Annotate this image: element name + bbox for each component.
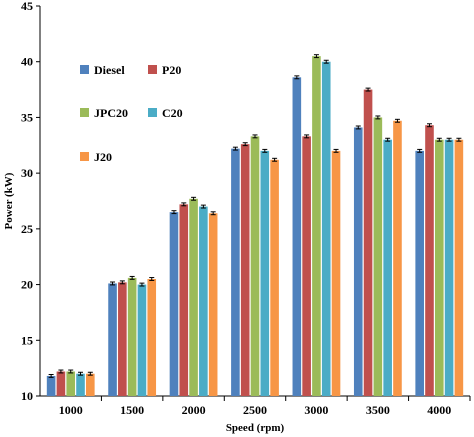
bar-jpc20-2500	[250, 136, 260, 396]
bar-diesel-3000	[292, 77, 302, 397]
bar-jpc20-4000	[434, 139, 444, 396]
bar-c20-2000	[199, 206, 208, 396]
bar-j20-2500	[270, 159, 279, 396]
x-tick-label: 3000	[304, 403, 328, 417]
legend: Diesel P20 JPC20 C20 J20	[80, 63, 183, 164]
bar-j20-1500	[147, 279, 157, 396]
x-tick-label: 4000	[427, 403, 451, 417]
bar-c20-1500	[137, 284, 147, 396]
bar-diesel-1000	[46, 375, 56, 396]
bar-j20-3000	[331, 150, 341, 396]
bar-diesel-4000	[415, 150, 424, 396]
y-axis-title: Power (kW)	[3, 172, 15, 229]
y-tick-label: 45	[21, 0, 33, 13]
x-tick-label: 3500	[366, 403, 390, 417]
bar-p20-2500	[240, 144, 250, 396]
legend-label-jpc20: JPC20	[94, 106, 128, 120]
bar-c20-1000	[76, 373, 85, 396]
bar-p20-1000	[56, 371, 66, 396]
y-tick-label: 40	[21, 55, 33, 69]
bar-j20-3500	[393, 120, 402, 397]
bar-diesel-2500	[231, 148, 240, 396]
bar-j20-1000	[86, 373, 95, 396]
bar-jpc20-1500	[127, 277, 137, 396]
bar-c20-3500	[383, 139, 392, 396]
y-tick-label: 20	[21, 278, 33, 292]
bar-c20-4000	[444, 139, 454, 396]
legend-swatch-j20	[80, 152, 89, 161]
legend-swatch-jpc20	[80, 108, 89, 117]
y-tick-label: 35	[21, 110, 33, 124]
x-tick-label: 2500	[243, 403, 267, 417]
y-tick-label: 30	[21, 166, 33, 180]
y-tick-label: 15	[21, 333, 33, 347]
legend-label-p20: P20	[162, 63, 181, 77]
bar-diesel-2000	[169, 212, 179, 396]
legend-label-j20: J20	[94, 150, 112, 164]
legend-swatch-c20	[148, 108, 157, 117]
tick-labels: 10 15 20 25 30 35 40 45 1000 1500 2000 2500 3000 3500…	[21, 0, 451, 417]
bar-jpc20-1000	[66, 371, 76, 396]
bar-diesel-1500	[108, 283, 117, 396]
bar-p20-3500	[363, 89, 373, 397]
bar-j20-4000	[454, 139, 464, 396]
bar-jpc20-3000	[312, 56, 321, 397]
legend-label-c20: C20	[162, 106, 183, 120]
y-tick-label: 25	[21, 222, 33, 236]
x-tick-label: 1000	[59, 403, 83, 417]
bar-jpc20-3500	[373, 117, 383, 396]
x-tick-label: 2000	[182, 403, 206, 417]
bar-c20-2500	[260, 150, 270, 396]
legend-label-diesel: Diesel	[94, 63, 125, 77]
bar-jpc20-2000	[189, 198, 198, 396]
legend-swatch-diesel	[80, 65, 89, 74]
x-axis-title: Speed (rpm)	[226, 422, 285, 434]
bar-j20-2000	[208, 213, 218, 396]
bar-p20-1500	[118, 282, 127, 396]
x-tick-label: 1500	[120, 403, 144, 417]
y-tick-label: 10	[21, 389, 33, 403]
legend-swatch-p20	[148, 65, 157, 74]
bar-c20-3000	[321, 61, 331, 396]
bars	[46, 54, 464, 397]
bar-diesel-3500	[353, 127, 363, 396]
bar-p20-2000	[179, 204, 189, 396]
bar-p20-4000	[425, 125, 434, 396]
bar-p20-3000	[302, 136, 311, 396]
